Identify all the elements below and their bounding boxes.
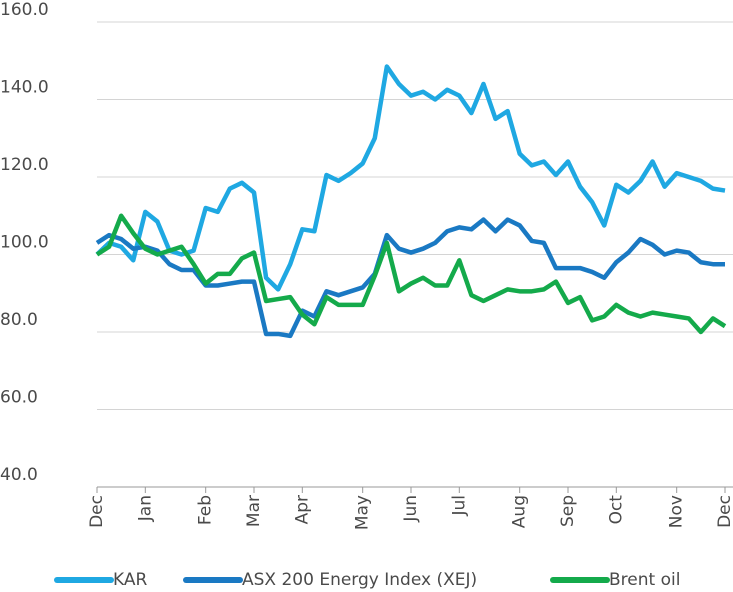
x-tick-label: Jul <box>449 495 469 517</box>
y-tick-label: 40.0 <box>0 465 38 485</box>
y-tick-label: 120.0 <box>0 155 49 175</box>
legend-label: KAR <box>113 570 147 590</box>
y-tick-label: 100.0 <box>0 233 49 253</box>
line-series <box>95 64 726 292</box>
x-tick-label: Aug <box>510 495 530 528</box>
x-tick-label: Nov <box>667 495 687 528</box>
y-tick-label: 160.0 <box>0 0 49 20</box>
x-tick-label: Dec <box>87 495 107 528</box>
y-tick-label: 140.0 <box>0 78 49 98</box>
x-tick-label: May <box>353 495 373 530</box>
x-tick-label: Feb <box>196 495 216 525</box>
legend-label: Brent oil <box>609 570 680 590</box>
legend-label: ASX 200 Energy Index (XEJ) <box>242 570 477 590</box>
y-tick-label: 60.0 <box>0 388 38 408</box>
line-series <box>95 213 727 335</box>
line-series <box>95 217 725 339</box>
x-tick-label: Dec <box>715 495 733 528</box>
x-tick-label: Jun <box>401 495 421 523</box>
x-tick-label: Oct <box>606 495 626 525</box>
x-tick-label: Sep <box>558 495 578 527</box>
x-tick-label: Jan <box>135 495 155 522</box>
x-tick-label: Apr <box>292 495 312 524</box>
y-tick-label: 80.0 <box>0 310 38 330</box>
x-tick-label: Mar <box>244 495 264 527</box>
